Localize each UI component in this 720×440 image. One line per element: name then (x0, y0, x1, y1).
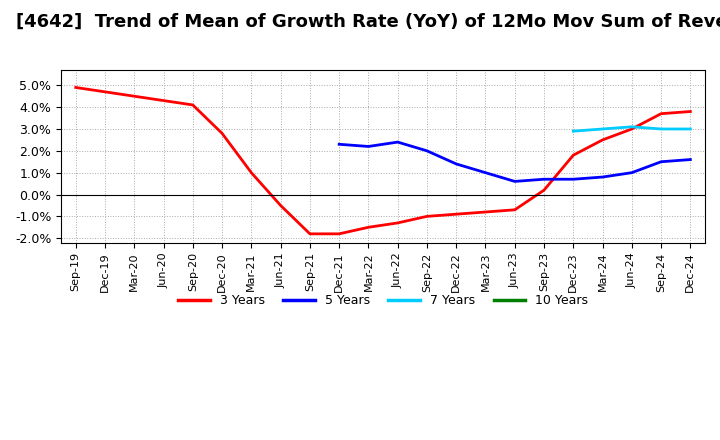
3 Years (276, 203, 285, 208)
3 Years (393, 220, 402, 226)
5 Years (335, 142, 343, 147)
3 Years (159, 98, 168, 103)
5 Years (364, 144, 373, 149)
Line: 5 Years: 5 Years (339, 142, 690, 181)
5 Years (393, 139, 402, 145)
5 Years (598, 174, 607, 180)
3 Years (130, 94, 138, 99)
5 Years (569, 176, 577, 182)
3 Years (510, 207, 519, 213)
5 Years (510, 179, 519, 184)
3 Years (452, 212, 461, 217)
5 Years (657, 159, 665, 165)
3 Years (305, 231, 314, 236)
3 Years (217, 131, 226, 136)
5 Years (540, 176, 549, 182)
7 Years (598, 126, 607, 132)
3 Years (628, 126, 636, 132)
7 Years (657, 126, 665, 132)
3 Years (247, 170, 256, 175)
Line: 7 Years: 7 Years (573, 127, 690, 131)
3 Years (686, 109, 695, 114)
3 Years (598, 137, 607, 143)
5 Years (452, 161, 461, 167)
3 Years (481, 209, 490, 215)
7 Years (628, 124, 636, 129)
3 Years (364, 225, 373, 230)
3 Years (71, 85, 80, 90)
3 Years (335, 231, 343, 236)
5 Years (481, 170, 490, 175)
Line: 3 Years: 3 Years (76, 88, 690, 234)
7 Years (569, 128, 577, 134)
Text: [4642]  Trend of Mean of Growth Rate (YoY) of 12Mo Mov Sum of Revenues: [4642] Trend of Mean of Growth Rate (YoY… (16, 13, 720, 31)
Legend: 3 Years, 5 Years, 7 Years, 10 Years: 3 Years, 5 Years, 7 Years, 10 Years (174, 289, 593, 312)
5 Years (628, 170, 636, 175)
3 Years (569, 153, 577, 158)
5 Years (423, 148, 431, 154)
3 Years (540, 187, 549, 193)
3 Years (189, 103, 197, 108)
3 Years (657, 111, 665, 116)
7 Years (686, 126, 695, 132)
3 Years (101, 89, 109, 95)
5 Years (686, 157, 695, 162)
3 Years (423, 214, 431, 219)
